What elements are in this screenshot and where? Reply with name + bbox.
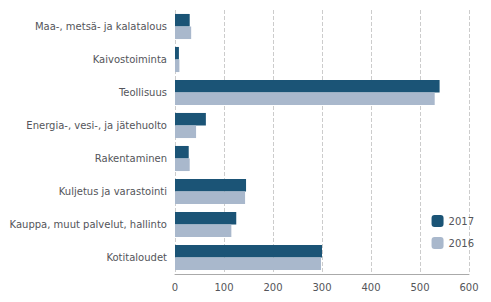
- svg-text:100: 100: [214, 282, 233, 293]
- svg-text:Energia-, vesi-, ja jätehuolto: Energia-, vesi-, ja jätehuolto: [26, 120, 167, 131]
- svg-text:200: 200: [263, 282, 282, 293]
- svg-text:Kaivostoiminta: Kaivostoiminta: [93, 54, 167, 65]
- svg-text:2017: 2017: [449, 216, 474, 227]
- svg-text:Kuljetus ja varastointi: Kuljetus ja varastointi: [59, 186, 167, 197]
- svg-text:Kotitaloudet: Kotitaloudet: [106, 252, 167, 263]
- svg-text:Maa-, metsä- ja kalatalous: Maa-, metsä- ja kalatalous: [35, 21, 167, 32]
- svg-text:600: 600: [459, 282, 478, 293]
- svg-text:Teollisuus: Teollisuus: [118, 87, 167, 98]
- svg-text:0: 0: [172, 282, 178, 293]
- svg-text:300: 300: [312, 282, 331, 293]
- svg-text:Kauppa, muut palvelut, hallint: Kauppa, muut palvelut, hallinto: [10, 219, 167, 230]
- svg-text:500: 500: [410, 282, 429, 293]
- svg-text:2016: 2016: [449, 238, 474, 249]
- svg-text:Rakentaminen: Rakentaminen: [95, 153, 167, 164]
- svg-text:400: 400: [361, 282, 380, 293]
